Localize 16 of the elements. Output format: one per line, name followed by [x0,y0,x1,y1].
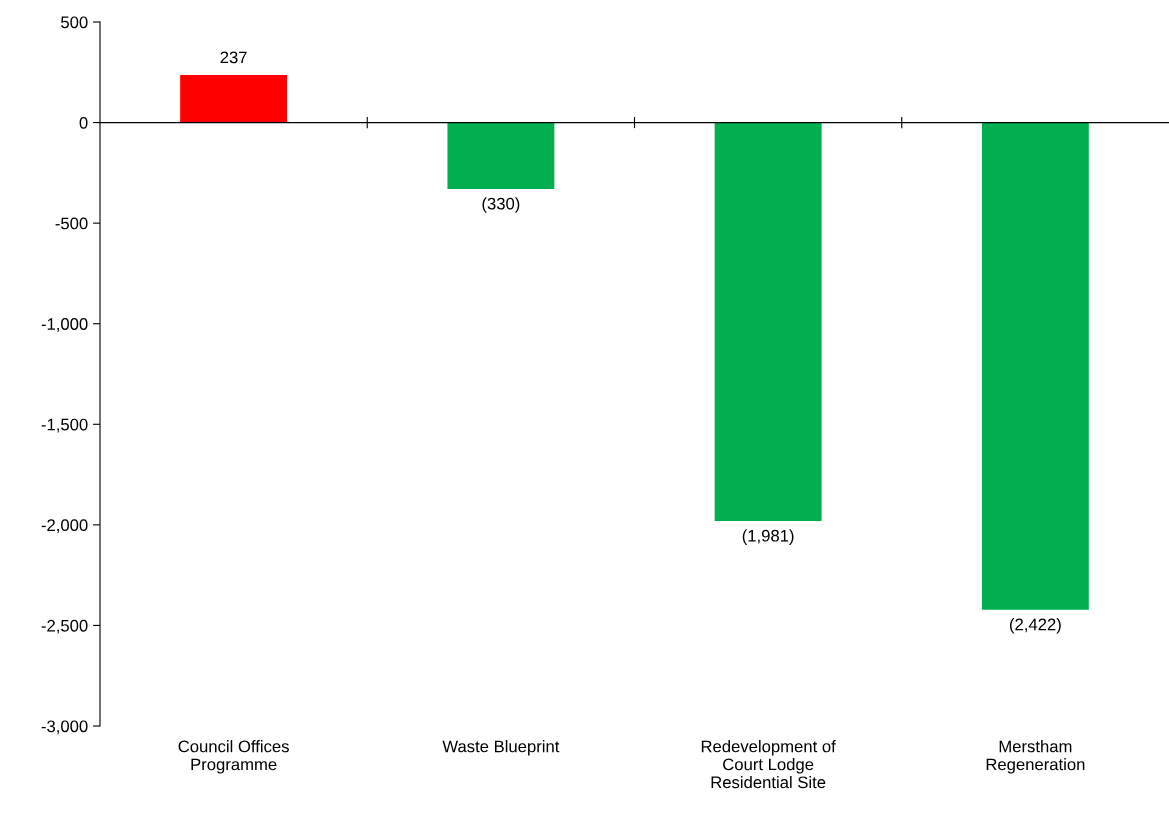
data-label: (330) [482,197,520,213]
data-label: (2,422) [1010,618,1061,634]
y-tick-label: -2,500 [41,619,88,634]
y-tick-label: 0 [79,116,88,129]
data-label: (1,981) [742,529,794,545]
y-tick-label: 500 [61,16,88,29]
data-label: 237 [220,51,247,64]
y-tick-label: -3,000 [41,720,88,735]
y-tick-label: -1,000 [41,318,88,332]
x-tick-label: Council Offices Programme [178,740,289,774]
x-tick-label: Redevelopment of Court Lodge Residential Site [701,740,836,789]
x-tick-label: Waste Blueprint [442,740,560,756]
x-tick-label: Merstham Regeneration [986,740,1085,774]
y-tick-label: -1,500 [41,418,88,433]
y-tick-label: -500 [55,217,88,230]
y-tick-label: -2,000 [41,519,88,534]
